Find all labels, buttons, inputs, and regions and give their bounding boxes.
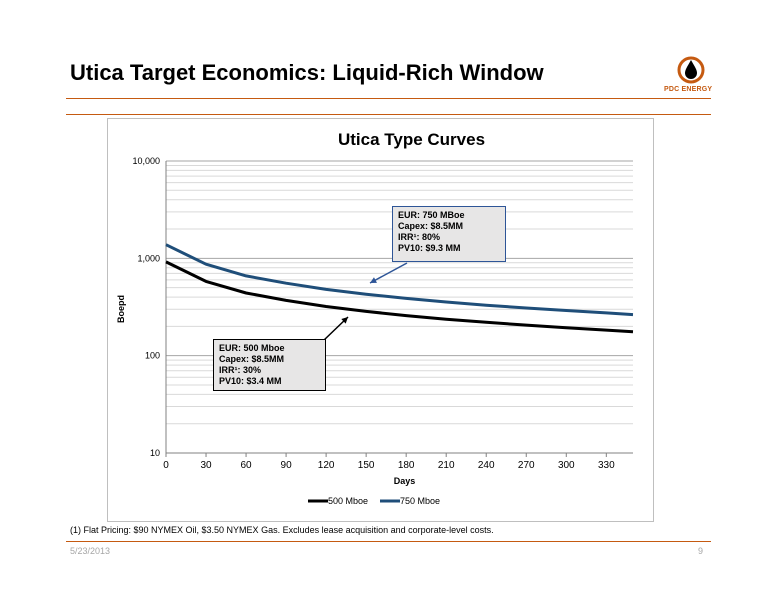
header-rule: [66, 98, 711, 99]
x-axis-label: Days: [394, 476, 416, 486]
footer-rule: [66, 541, 711, 542]
callout-750-arrow-head: [370, 277, 377, 283]
y-tick-label: 10: [150, 448, 160, 458]
x-tick-label: 240: [478, 460, 495, 471]
chart-title: Utica Type Curves: [338, 130, 485, 149]
x-tick-label: 150: [358, 460, 375, 471]
x-tick-label: 60: [240, 460, 252, 471]
y-tick-label: 100: [145, 351, 160, 361]
callout-500-irr: IRR¹: 30%: [219, 365, 262, 375]
callout-500-arrow-head: [341, 317, 348, 324]
x-tick-label: 330: [598, 460, 615, 471]
footer-date: 5/23/2013: [70, 546, 111, 556]
y-tick-label: 10,000: [132, 156, 160, 166]
x-tick-label: 270: [518, 460, 535, 471]
x-tick-label: 90: [281, 460, 293, 471]
callout-750-eur: EUR: 750 MBoe: [398, 210, 465, 220]
callout-500-mboe: EUR: 500 Mboe Capex: $8.5MM IRR¹: 30% PV…: [213, 339, 326, 391]
y-axis-label: Boepd: [116, 295, 126, 323]
x-tick-label: 300: [558, 460, 575, 471]
x-tick-label: 0: [163, 460, 169, 471]
callout-750-arrow: [369, 262, 408, 284]
chart-frame: Utica Type Curves 10 100 1,000 10,000 0 30 60 90…: [107, 118, 654, 522]
page-number: 9: [698, 546, 704, 556]
pricing-footnote: (1) Flat Pricing: $90 NYMEX Oil, $3.50 N…: [70, 525, 494, 535]
callout-750-pv10: PV10: $9.3 MM: [398, 243, 461, 253]
x-tick-label: 210: [438, 460, 455, 471]
series-line-750-mboe: [165, 243, 634, 317]
x-tick-label: 180: [398, 460, 415, 471]
series-line-500-mboe: [165, 260, 634, 334]
callout-500-pv10: PV10: $3.4 MM: [219, 376, 282, 386]
x-tick-label: 30: [200, 460, 212, 471]
y-tick-label: 1,000: [137, 253, 160, 263]
logo-text: PDC ENERGY: [664, 86, 713, 93]
legend-label-500-mboe: 500 Mboe: [328, 496, 368, 506]
callout-750-irr: IRR¹: 80%: [398, 232, 441, 242]
legend-label-750-mboe: 750 Mboe: [400, 496, 440, 506]
slide-title: Utica Target Economics: Liquid-Rich Wind…: [70, 60, 544, 85]
pdc-logo-icon: [677, 56, 705, 84]
callout-750-mboe: EUR: 750 MBoe Capex: $8.5MM IRR¹: 80% PV…: [392, 206, 506, 262]
callout-500-capex: Capex: $8.5MM: [219, 354, 285, 364]
x-tick-label: 120: [318, 460, 335, 471]
type-curve-chart: Utica Type Curves 10 100 1,000 10,000 0 30 60 90…: [116, 130, 634, 506]
header-rule-secondary: [66, 114, 711, 115]
callout-500-eur: EUR: 500 Mboe: [219, 343, 285, 353]
callout-750-capex: Capex: $8.5MM: [398, 221, 464, 231]
